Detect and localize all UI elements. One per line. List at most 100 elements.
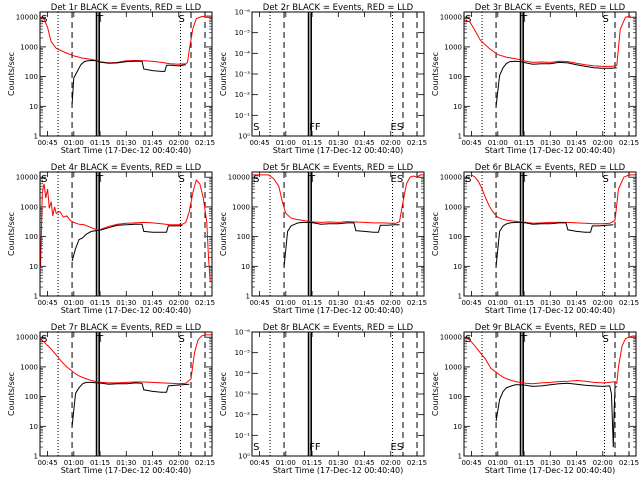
y-tick-label: 1000 bbox=[444, 203, 462, 211]
x-tick-label: 01:15 bbox=[514, 299, 534, 307]
x-tick-label: 01:45 bbox=[566, 139, 586, 147]
marker-label: ES bbox=[391, 122, 404, 133]
panel-5r: Det 5r BLACK = Events, RED = LLD 00:45 01:… bbox=[219, 163, 427, 315]
x-tick-label: 01:00 bbox=[276, 459, 296, 467]
x-tick-label: 02:15 bbox=[407, 299, 427, 307]
x-tick-label: 02:15 bbox=[195, 139, 215, 147]
y-tick-label: 1 bbox=[458, 133, 462, 141]
y-axis-title: Counts/sec bbox=[7, 52, 16, 96]
x-tick-label: 00:45 bbox=[461, 139, 481, 147]
x-tick-label: 02:00 bbox=[381, 459, 401, 467]
plot-frame bbox=[463, 171, 637, 297]
x-tick-label: 00:45 bbox=[37, 299, 57, 307]
marker-label: T bbox=[96, 14, 104, 25]
plot-frame bbox=[251, 171, 425, 297]
y-tick-label: 1 bbox=[458, 453, 462, 461]
x-tick-label: 01:30 bbox=[116, 459, 136, 467]
x-tick-label: 01:00 bbox=[64, 299, 84, 307]
panel-2r: Det 2r BLACK = Events, RED = LLD 00:45 01:… bbox=[219, 3, 427, 155]
x-tick-label: 02:00 bbox=[593, 459, 613, 467]
panel-9r: Det 9r BLACK = Events, RED = LLD 00:45 01:… bbox=[431, 323, 639, 475]
marker-label: ES bbox=[391, 174, 404, 185]
panel-6r: Det 6r BLACK = Events, RED = LLD 00:45 01:… bbox=[431, 163, 639, 315]
x-tick-label: 02:00 bbox=[169, 139, 189, 147]
y-tick-label: 10000 bbox=[440, 334, 462, 342]
y-tick-label: 1 bbox=[34, 453, 38, 461]
marker-label: T bbox=[520, 174, 528, 185]
x-tick-label: 01:00 bbox=[276, 139, 296, 147]
x-tick-label: 01:15 bbox=[514, 139, 534, 147]
lld-series-line bbox=[464, 15, 631, 67]
events-series-line bbox=[495, 221, 614, 267]
y-tick-label: 10⁰ bbox=[238, 133, 250, 141]
panel-title: Det 5r BLACK = Events, RED = LLD bbox=[263, 163, 414, 173]
y-axis-title: Counts/sec bbox=[431, 372, 440, 416]
y-tick-label: 10 bbox=[453, 263, 462, 271]
x-tick-label: 02:00 bbox=[169, 299, 189, 307]
x-tick-label: 02:00 bbox=[381, 139, 401, 147]
lld-series-line bbox=[40, 179, 211, 282]
y-tick-label: 10 bbox=[453, 103, 462, 111]
y-tick-label: 10 bbox=[29, 103, 38, 111]
y-tick-label: 1000 bbox=[20, 43, 38, 51]
y-tick-label: 10⁻³ bbox=[235, 71, 251, 79]
marker-label: S bbox=[179, 174, 185, 185]
y-axis-title: Counts/sec bbox=[7, 212, 16, 256]
y-tick-label: 10⁻⁵ bbox=[235, 349, 251, 357]
y-tick-label: 100 bbox=[449, 393, 462, 401]
x-tick-label: 01:15 bbox=[90, 139, 110, 147]
x-tick-label: 01:15 bbox=[302, 299, 322, 307]
y-tick-label: 10⁻⁴ bbox=[235, 370, 251, 378]
panel-title: Det 8r BLACK = Events, RED = LLD bbox=[263, 323, 414, 333]
x-tick-label: 01:30 bbox=[540, 299, 560, 307]
y-tick-label: 10⁻² bbox=[235, 411, 251, 419]
y-tick-label: 100 bbox=[25, 73, 38, 81]
plot-frame bbox=[463, 11, 637, 137]
x-tick-label: 01:30 bbox=[540, 139, 560, 147]
panel-1r: Det 1r BLACK = Events, RED = LLD 00:45 01:… bbox=[7, 3, 215, 155]
x-tick-label: 01:45 bbox=[142, 139, 162, 147]
x-tick-label: 02:00 bbox=[381, 299, 401, 307]
plot-frame bbox=[251, 331, 425, 457]
x-tick-label: 01:15 bbox=[514, 459, 534, 467]
x-tick-label: 01:15 bbox=[90, 459, 110, 467]
y-tick-label: 1 bbox=[34, 133, 38, 141]
x-tick-label: 01:45 bbox=[142, 299, 162, 307]
y-tick-label: 100 bbox=[449, 73, 462, 81]
y-tick-label: 100 bbox=[25, 393, 38, 401]
lld-series-line bbox=[252, 174, 424, 224]
x-tick-label: 01:00 bbox=[488, 299, 508, 307]
panel-title: Det 2r BLACK = Events, RED = LLD bbox=[263, 3, 414, 13]
y-axis-title: Counts/sec bbox=[219, 372, 228, 416]
plot-frame bbox=[251, 11, 425, 137]
marker-label: S bbox=[41, 174, 47, 185]
panel-7r: Det 7r BLACK = Events, RED = LLD 00:45 01:… bbox=[7, 323, 215, 475]
x-tick-label: 00:45 bbox=[249, 299, 269, 307]
x-tick-label: 02:15 bbox=[195, 459, 215, 467]
plot-frame bbox=[39, 331, 213, 457]
panel-title: Det 1r BLACK = Events, RED = LLD bbox=[51, 3, 202, 13]
marker-label: S bbox=[253, 174, 259, 185]
x-tick-label: 02:00 bbox=[593, 139, 613, 147]
x-tick-label: 02:15 bbox=[619, 139, 639, 147]
panel-title: Det 4r BLACK = Events, RED = LLD bbox=[51, 163, 202, 173]
x-tick-label: 00:45 bbox=[461, 299, 481, 307]
y-tick-label: 10000 bbox=[16, 14, 38, 22]
y-tick-label: 10000 bbox=[16, 334, 38, 342]
marker-label: T bbox=[520, 334, 528, 345]
marker-label: S bbox=[179, 14, 185, 25]
x-axis-title: Start Time (17-Dec-12 00:40:40) bbox=[485, 306, 616, 315]
x-axis-title: Start Time (17-Dec-12 00:40:40) bbox=[485, 146, 616, 155]
plot-frame bbox=[39, 171, 213, 297]
marker-label: FF bbox=[309, 122, 321, 133]
x-tick-label: 01:30 bbox=[116, 299, 136, 307]
y-tick-label: 100 bbox=[237, 233, 250, 241]
x-tick-label: 02:15 bbox=[407, 139, 427, 147]
y-axis-title: Counts/sec bbox=[7, 372, 16, 416]
x-tick-label: 00:45 bbox=[249, 459, 269, 467]
marker-label: T bbox=[308, 174, 316, 185]
y-tick-label: 10000 bbox=[440, 174, 462, 182]
y-tick-label: 10⁻⁴ bbox=[235, 50, 251, 58]
x-axis-title: Start Time (17-Dec-12 00:40:40) bbox=[61, 306, 192, 315]
lld-series-line bbox=[40, 15, 212, 65]
